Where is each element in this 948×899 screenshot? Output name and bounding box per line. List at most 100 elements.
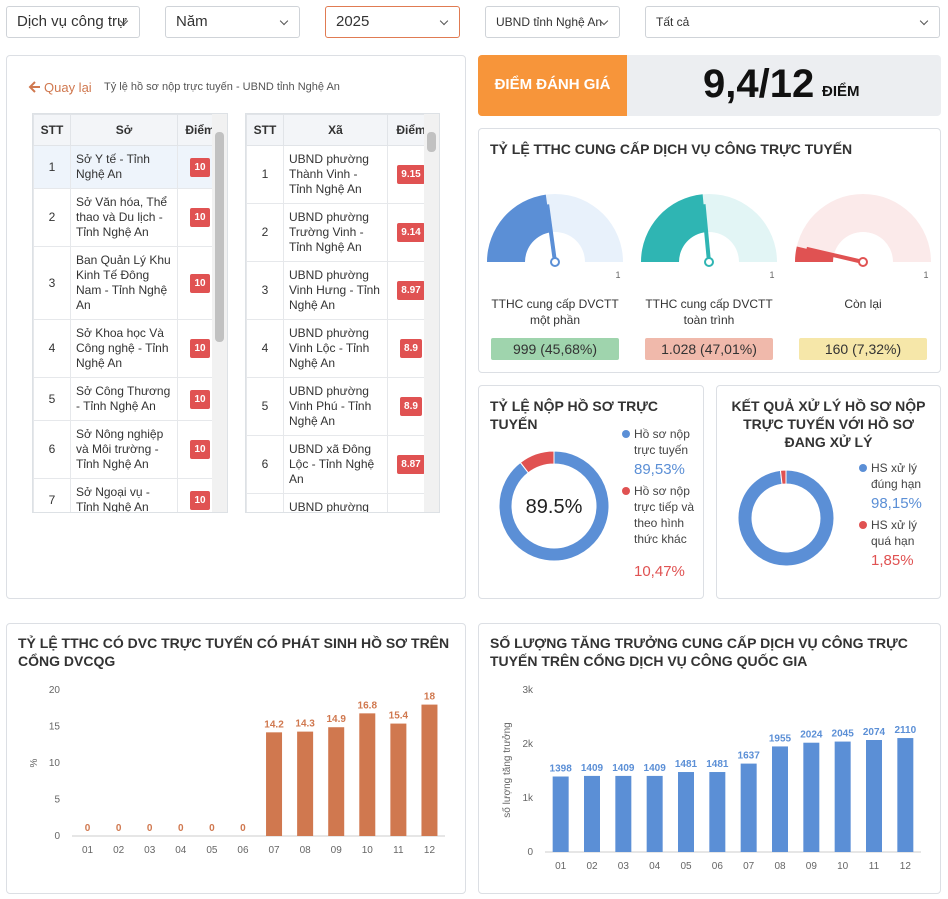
score-label: ĐIỂM ĐÁNH GIÁ xyxy=(494,76,611,93)
bar xyxy=(803,742,820,852)
donut-title: KẾT QUẢ XỬ LÝ HỒ SƠ NỘP TRỰC TUYẾN VỚI H… xyxy=(731,398,926,450)
legend-value: 1,85% xyxy=(871,552,914,569)
y-tick-label: 1k xyxy=(522,793,534,804)
value-label: 1481 xyxy=(675,759,698,770)
score-badge: 10 xyxy=(190,440,210,459)
bar xyxy=(390,723,407,836)
header-cell: Xã xyxy=(283,114,388,146)
x-tick-label: 06 xyxy=(712,861,724,872)
stt-cell: 6 xyxy=(246,435,284,494)
y-axis-label: số lượng tăng trưởng xyxy=(501,722,513,817)
filter-scope[interactable]: Tất cả xyxy=(645,6,940,38)
x-tick-label: 03 xyxy=(144,845,156,856)
x-tick-label: 05 xyxy=(680,861,692,872)
stt-cell: 1 xyxy=(33,145,71,189)
value-label: 1481 xyxy=(706,759,729,770)
online-panel xyxy=(478,385,704,599)
name-cell: UBND phường Vinh Phú - Tỉnh Nghệ An xyxy=(283,377,388,436)
donut-title: TỶ LỆ NỘP HỒ SƠ TRỰC TUYẾN xyxy=(490,398,658,432)
value-label: 16.8 xyxy=(358,700,378,711)
name-cell: UBND phường Vinh Lộc - Tỉnh Nghệ An xyxy=(283,319,388,378)
bar xyxy=(834,741,851,852)
gauge-value xyxy=(641,194,707,262)
row: 2 UBND phường Trường Vinh - Tỉnh Nghệ An 9… xyxy=(246,203,435,262)
table: STT Xã Điểm 1 UBND phường Thành Vinh - Tỉnh … xyxy=(246,114,435,512)
x-tick-label: 06 xyxy=(237,845,249,856)
header-row: STT Xã Điểm xyxy=(246,114,435,146)
gauge-value-label: 160 (7,32%) xyxy=(799,338,927,360)
bar xyxy=(328,727,345,836)
value-label: 0 xyxy=(116,823,122,834)
stt-cell: 3 xyxy=(33,246,71,320)
legend-dot xyxy=(859,521,867,529)
gauge-track xyxy=(795,194,931,262)
gauge-value xyxy=(487,194,551,262)
x-tick-label: 05 xyxy=(206,845,218,856)
gauge-max-label: 1 xyxy=(615,270,620,280)
value-label: 0 xyxy=(209,823,215,834)
row: 5 Sở Công Thương - Tỉnh Nghệ An 10 xyxy=(33,377,223,421)
filter-year[interactable]: 2025 xyxy=(325,6,460,38)
score-badge: 9.14 xyxy=(397,223,425,242)
donut-center: 89.5% xyxy=(526,496,583,518)
x-tick-label: 04 xyxy=(649,861,661,872)
row: 1 UBND phường Thành Vinh - Tỉnh Nghệ An 9.… xyxy=(246,145,435,204)
scrollbar xyxy=(424,114,439,512)
row: 5 UBND phường Vinh Phú - Tỉnh Nghệ An 8.9 xyxy=(246,377,435,436)
x-tick-label: 09 xyxy=(806,861,818,872)
legend-value: 10,47% xyxy=(634,563,685,580)
x-tick-label: 08 xyxy=(774,861,786,872)
x-tick-label: 12 xyxy=(424,845,436,856)
score-unit: ĐIỂM xyxy=(822,83,860,100)
bar xyxy=(678,772,694,852)
row: 6 Sở Nông nghiệp và Môi trường - Tỉnh Ngh… xyxy=(33,420,223,479)
name-cell: UBND phường xyxy=(283,493,388,512)
filter-period[interactable]: Năm xyxy=(165,6,300,38)
value-label: 2024 xyxy=(800,730,823,741)
donut-slice xyxy=(519,450,555,474)
score-badge: 10 xyxy=(190,389,210,409)
gauge-value-label: 999 (45,68%) xyxy=(491,338,619,360)
name-cell: Sở Khoa học Và Công nghệ - Tỉnh Nghệ An xyxy=(70,319,178,378)
legend-value: 98,15% xyxy=(871,495,922,512)
name-cell: UBND phường Trường Vinh - Tỉnh Nghệ An xyxy=(283,203,388,262)
cell xyxy=(246,493,284,512)
value-label: 14.2 xyxy=(264,719,284,730)
legend-label: HS xử lý đúng hạn xyxy=(871,461,922,491)
name-cell: UBND phường Thành Vinh - Tỉnh Nghệ An xyxy=(283,145,388,204)
legend-dot xyxy=(622,487,630,495)
gauge-label: TTHC cung cấp DVCTT toàn trình xyxy=(645,297,773,327)
stt-cell: 4 xyxy=(246,319,284,378)
value-label: 2045 xyxy=(832,729,855,740)
x-tick-label: 09 xyxy=(331,845,343,856)
bar xyxy=(552,776,569,852)
back-link[interactable]: Quay lại xyxy=(44,80,92,95)
bar-title: TỶ LỆ TTHC CÓ DVC TRỰC TUYẾN CÓ PHÁT SIN… xyxy=(18,635,450,669)
name-cell: Sở Y tế - Tỉnh Nghệ An xyxy=(70,145,178,189)
gauge-needle xyxy=(806,246,864,264)
filter-unit[interactable]: UBND tỉnh Nghệ An xyxy=(485,6,620,38)
filter-service[interactable]: Dịch vụ công trự xyxy=(6,6,140,38)
x-tick-label: 01 xyxy=(555,861,567,872)
value-label: 18 xyxy=(424,692,436,703)
bar xyxy=(615,775,632,852)
x-tick-label: 11 xyxy=(869,861,880,872)
table-box: STT Sở Điểm 1 Sở Y tế - Tỉnh Nghệ An 10 2 Sở Vă… xyxy=(32,113,228,513)
back-arrow[interactable] xyxy=(28,80,42,94)
x-tick-label: 10 xyxy=(362,845,374,856)
name-cell: Sở Văn hóa, Thể thao và Du lịch - Tỉnh N… xyxy=(70,188,178,247)
stt-cell: 1 xyxy=(246,145,284,204)
value-label: 1409 xyxy=(612,763,635,774)
header-row: STT Sở Điểm xyxy=(33,114,223,146)
legend-label: Hồ sơ nộp trực tuyến xyxy=(634,427,690,457)
header-cell: STT xyxy=(33,114,71,146)
detail-title: Tỷ lệ hồ sơ nộp trực tuyến - UBND tỉnh N… xyxy=(104,81,340,93)
row: 3 UBND phường Vinh Hưng - Tỉnh Nghệ An 8.9… xyxy=(246,261,435,320)
value-label: 1398 xyxy=(550,764,573,775)
row: 4 Sở Khoa học Và Công nghệ - Tỉnh Nghệ An… xyxy=(33,319,223,378)
score-box xyxy=(478,55,941,116)
stt-cell: 5 xyxy=(33,377,71,421)
value-label: 14.9 xyxy=(326,714,346,725)
